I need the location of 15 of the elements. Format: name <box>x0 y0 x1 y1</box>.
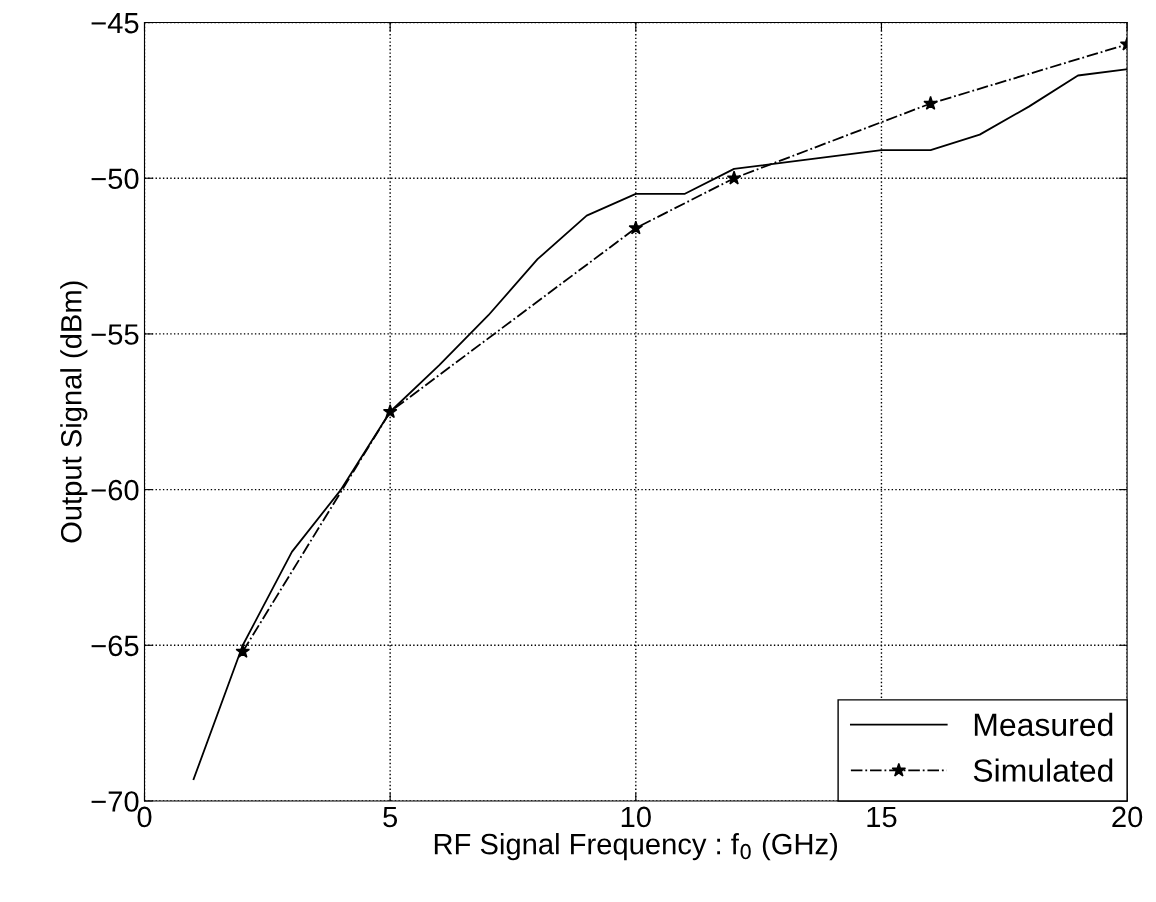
y-tick-label: −65 <box>91 635 139 657</box>
x-axis-title: RF Signal Frequency : f$_{0}$ (GHz) <box>434 833 837 861</box>
x-tick-label: 5 <box>383 806 398 828</box>
y-tick-label: −55 <box>91 324 139 345</box>
y-tick-label: −60 <box>91 479 139 501</box>
y-axis-title: Output Signal (dBm) <box>60 281 88 543</box>
legend-label: Simulated <box>973 758 1113 782</box>
y-tick-label: −45 <box>91 13 139 34</box>
x-tick-label: 20 <box>1112 806 1143 828</box>
x-tick-label: 15 <box>867 806 897 828</box>
x-tick-label: 10 <box>621 806 651 828</box>
y-tick-label: −70 <box>91 791 139 812</box>
legend-label: Measured <box>974 712 1113 737</box>
y-tick-label: −50 <box>91 168 139 190</box>
x-tick-label: 0 <box>137 806 152 828</box>
